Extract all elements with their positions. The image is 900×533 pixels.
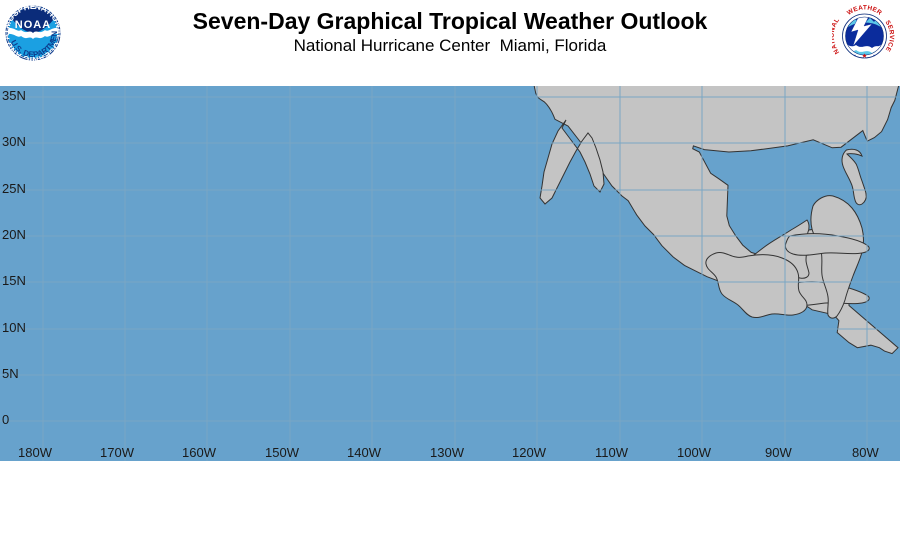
svg-text:NATIONAL: NATIONAL — [832, 17, 841, 55]
svg-text:NOAA: NOAA — [15, 19, 51, 31]
